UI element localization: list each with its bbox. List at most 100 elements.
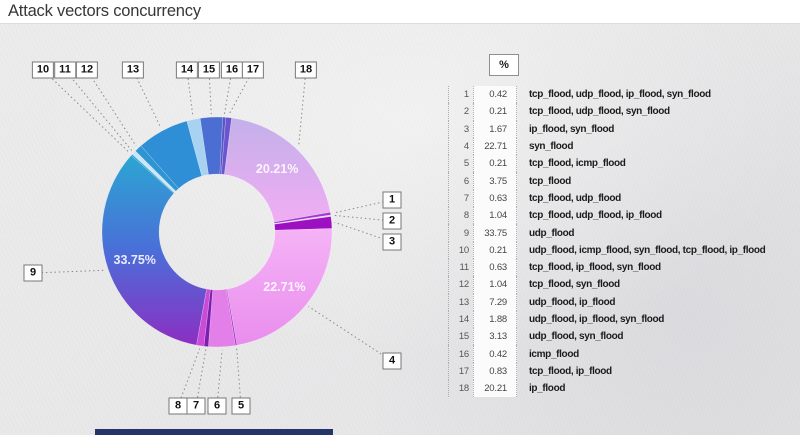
legend-vector-name: tcp_flood	[529, 175, 571, 187]
legend-row-2: 2 0.21 tcp_flood, udp_flood, syn_flood	[448, 103, 800, 121]
legend-index: 17	[448, 362, 469, 381]
legend-vector-name: udp_flood, ip_flood	[529, 296, 616, 308]
legend-index: 1	[448, 86, 469, 104]
legend-row-15: 15 3.13 udp_flood, syn_flood	[448, 328, 800, 346]
leader-line-8	[177, 348, 201, 407]
legend-index: 9	[448, 224, 469, 242]
legend-vector-name: tcp_flood, syn_flood	[529, 279, 620, 291]
legend-row-14: 14 1.88 udp_flood, ip_flood, syn_flood	[448, 310, 800, 329]
callout-11: 11	[54, 61, 76, 79]
legend-vector-name: tcp_flood, udp_flood, syn_flood	[529, 106, 670, 118]
legend-vector-name: udp_flood, icmp_flood, syn_flood, tcp_fl…	[529, 244, 766, 256]
leader-line-13	[132, 69, 162, 129]
legend-row-12: 12 1.04 tcp_flood, syn_flood	[448, 276, 800, 294]
legend-index: 6	[448, 172, 469, 190]
legend-index: 18	[448, 380, 469, 398]
legend-vector-name: udp_flood, syn_flood	[529, 331, 624, 343]
legend-index: 13	[448, 293, 469, 311]
legend-vector-name: tcp_flood, udp_flood, ip_flood, syn_floo…	[529, 89, 711, 101]
callout-9: 9	[23, 264, 43, 282]
legend-percent: 0.63	[473, 258, 517, 277]
legend-percent: 0.21	[473, 103, 517, 121]
legend-percent: 1.04	[473, 207, 517, 225]
donut-segment-9[interactable]	[101, 154, 207, 346]
legend-index: 5	[448, 155, 469, 173]
leader-line-4	[308, 306, 393, 362]
leader-line-1	[333, 199, 393, 214]
leader-line-12	[86, 69, 137, 147]
callout-16: 16	[220, 61, 244, 79]
title-bar: Attack vectors concurrency	[0, 0, 800, 24]
callout-7: 7	[186, 397, 206, 415]
callout-8: 8	[168, 397, 188, 415]
legend-index: 3	[448, 120, 469, 138]
slice-percent-label-4: 22.71%	[263, 280, 305, 294]
legend-percent-header: %	[489, 54, 519, 76]
legend-row-17: 17 0.83 tcp_flood, ip_flood	[448, 362, 800, 381]
leader-line-18	[298, 69, 307, 147]
legend-percent: 0.42	[473, 86, 517, 104]
leader-line-3	[334, 221, 393, 243]
legend-percent: 20.21	[473, 380, 517, 398]
legend-percent: 0.83	[473, 362, 517, 381]
legend-index: 2	[448, 103, 469, 121]
legend-vector-name: udp_flood	[529, 227, 575, 239]
donut-segment-4[interactable]	[226, 228, 333, 346]
legend-row-1: 1 0.42 tcp_flood, udp_flood, ip_flood, syn…	[448, 86, 800, 104]
legend-rows: 1 0.42 tcp_flood, udp_flood, ip_flood, syn…	[448, 86, 800, 398]
callout-2: 2	[382, 212, 402, 230]
leader-line-11	[64, 69, 133, 151]
legend-index: 15	[448, 328, 469, 346]
legend-percent: 7.29	[473, 293, 517, 311]
legend-percent: 3.75	[473, 172, 517, 190]
donut-segment-18[interactable]	[224, 117, 331, 223]
legend-percent: 22.71	[473, 137, 517, 156]
callout-18: 18	[294, 61, 318, 79]
callout-3: 3	[382, 233, 402, 251]
legend-index: 14	[448, 310, 469, 329]
legend-percent: 1.04	[473, 276, 517, 294]
legend-index: 12	[448, 276, 469, 294]
legend-vector-name: tcp_flood, icmp_flood	[529, 158, 626, 170]
legend-percent: 0.21	[473, 155, 517, 173]
legend-row-8: 8 1.04 tcp_flood, udp_flood, ip_flood	[448, 207, 800, 225]
legend-index: 8	[448, 207, 469, 225]
leader-line-5	[236, 348, 242, 407]
legend-percent: 0.42	[473, 345, 517, 363]
callout-5: 5	[231, 397, 251, 415]
legend-vector-name: udp_flood, ip_flood, syn_flood	[529, 314, 665, 325]
page-title: Attack vectors concurrency	[8, 2, 201, 20]
callout-1: 1	[382, 191, 402, 209]
legend-vector-name: ip_flood, syn_flood	[529, 123, 615, 135]
legend-vector-name: syn_flood	[529, 141, 574, 153]
legend-row-13: 13 7.29 udp_flood, ip_flood	[448, 293, 800, 311]
legend-row-10: 10 0.21 udp_flood, icmp_flood, syn_flood, …	[448, 241, 800, 259]
legend-vector-name: tcp_flood, udp_flood, ip_flood	[529, 210, 662, 222]
legend-row-4: 4 22.71 syn_flood	[448, 137, 800, 156]
leader-line-2	[333, 214, 393, 222]
callout-10: 10	[31, 61, 55, 79]
legend-percent: 1.67	[473, 120, 517, 138]
leader-line-9	[32, 269, 106, 274]
legend-percent: 33.75	[473, 224, 517, 242]
callout-14: 14	[175, 61, 199, 79]
leader-line-10	[42, 69, 130, 154]
legend-index: 16	[448, 345, 469, 363]
legend-vector-name: tcp_flood, ip_flood	[529, 365, 612, 377]
legend-vector-name: tcp_flood, ip_flood, syn_flood	[529, 262, 661, 274]
legend-vector-name: tcp_flood, udp_flood	[529, 192, 621, 204]
legend-percent: 1.88	[473, 310, 517, 329]
callout-17: 17	[241, 61, 265, 79]
legend-vector-name: icmp_flood	[529, 348, 579, 360]
legend-row-7: 7 0.63 tcp_flood, udp_flood	[448, 189, 800, 208]
leader-line-14	[186, 69, 194, 117]
legend-row-3: 3 1.67 ip_flood, syn_flood	[448, 120, 800, 138]
bottom-progress-bar	[95, 429, 333, 435]
slice-percent-label-9: 33.75%	[114, 253, 156, 267]
callout-12: 12	[75, 61, 99, 79]
leader-line-7	[195, 349, 207, 407]
leader-line-15	[208, 69, 212, 115]
legend-row-16: 16 0.42 icmp_flood	[448, 345, 800, 363]
legend-row-5: 5 0.21 tcp_flood, icmp_flood	[448, 155, 800, 173]
